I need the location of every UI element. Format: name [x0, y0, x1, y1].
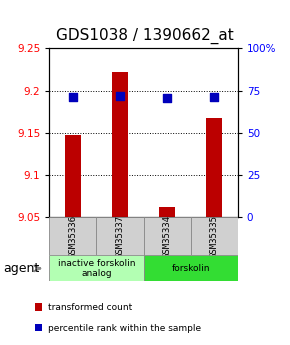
Bar [144, 217, 191, 255]
Text: GDS1038 / 1390662_at: GDS1038 / 1390662_at [56, 28, 234, 44]
Text: forskolin: forskolin [171, 264, 210, 273]
Text: agent: agent [3, 262, 39, 275]
Bar [96, 217, 144, 255]
Point [165, 96, 169, 101]
Point [70, 95, 75, 100]
Text: GSM35334: GSM35334 [163, 215, 172, 258]
Text: GSM35336: GSM35336 [68, 215, 77, 258]
Bar [65, 135, 81, 217]
Point [118, 94, 122, 99]
Point [212, 95, 217, 100]
Bar [206, 118, 222, 217]
Bar [144, 255, 238, 281]
Bar [191, 217, 238, 255]
Bar [159, 207, 175, 217]
Text: GSM35337: GSM35337 [115, 215, 124, 258]
Text: inactive forskolin
analog: inactive forskolin analog [58, 258, 135, 278]
Bar [49, 255, 144, 281]
Bar [112, 72, 128, 217]
Text: GSM35335: GSM35335 [210, 215, 219, 258]
Text: percentile rank within the sample: percentile rank within the sample [48, 324, 201, 333]
Text: transformed count: transformed count [48, 303, 132, 312]
Bar [49, 217, 96, 255]
